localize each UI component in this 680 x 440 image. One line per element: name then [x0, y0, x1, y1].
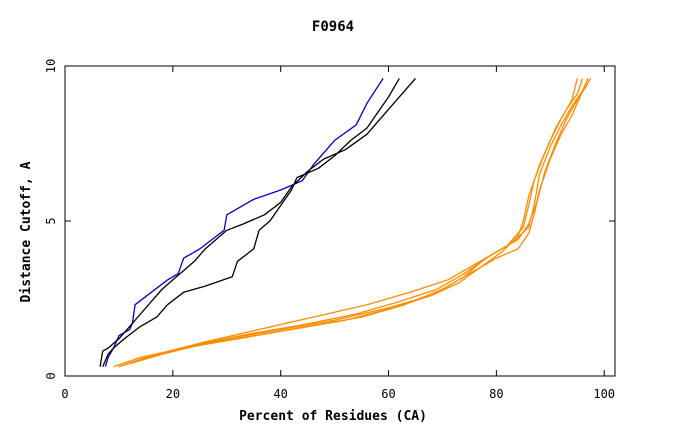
y-tick-label-0: 0: [44, 372, 58, 379]
series-line-0: [104, 78, 384, 367]
series-line-5: [113, 78, 578, 368]
series-line-3: [118, 78, 584, 368]
series-line-6: [124, 78, 589, 366]
series-line-4: [129, 78, 589, 365]
x-tick-label-2: 40: [273, 387, 287, 401]
x-tick-label-0: 0: [61, 387, 68, 401]
y-tick-label-1: 5: [44, 217, 58, 224]
series-line-7: [118, 78, 592, 368]
x-tick-label-1: 20: [166, 387, 180, 401]
x-tick-label-4: 80: [489, 387, 503, 401]
x-tick-label-5: 100: [593, 387, 615, 401]
x-tick-label-3: 60: [381, 387, 395, 401]
y-tick-label-2: 10: [44, 59, 58, 73]
chart-title: F0964: [312, 19, 354, 35]
series-line-2: [99, 77, 416, 367]
tick-layer: 0 20 40 60 80 100 0 5 10: [44, 59, 615, 401]
series-layer: [99, 77, 592, 368]
y-axis-label: Distance Cutoff, A: [19, 161, 34, 302]
series-line-1: [102, 78, 400, 367]
x-axis-label: Percent of Residues (CA): [239, 409, 427, 424]
